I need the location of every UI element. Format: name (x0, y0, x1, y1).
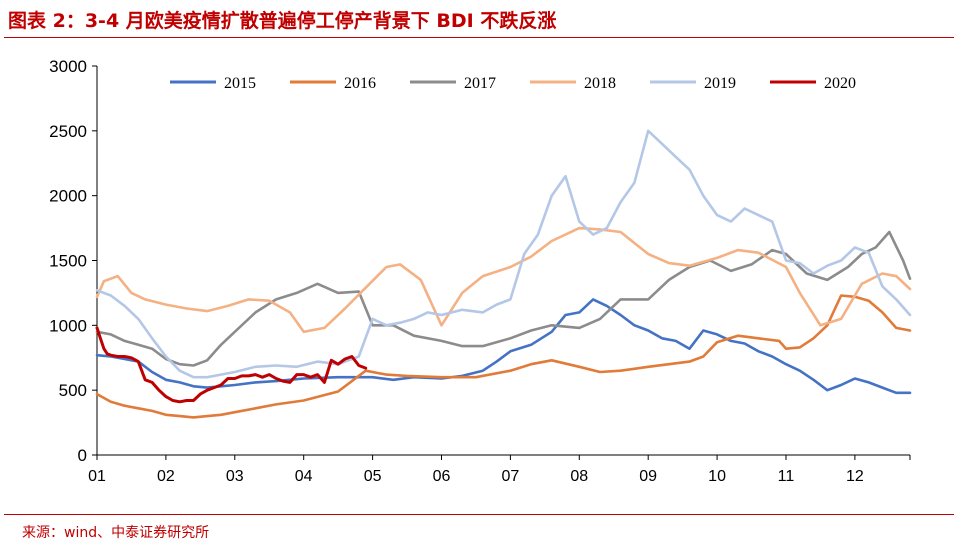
x-tick-label: 08 (570, 468, 588, 485)
series-line-2018 (95, 226, 912, 334)
x-tick-label: 10 (708, 468, 726, 485)
series-line-2016 (95, 294, 912, 419)
legend-label-2017: 2017 (464, 75, 496, 92)
series-line-2019 (95, 129, 912, 379)
footer-divider (4, 514, 954, 515)
legend-label-2019: 2019 (704, 75, 736, 92)
title-divider (4, 37, 954, 38)
series-line-2020 (95, 326, 368, 404)
legend-label-2020: 2020 (824, 75, 856, 92)
chart-axes: 0 500 1000 1500 2000 2500 3000 01 02 03 04 05 06 07 08… (49, 57, 911, 485)
legend-label-2016: 2016 (344, 75, 376, 92)
x-tick-label: 11 (778, 468, 795, 485)
series-layer (95, 129, 912, 419)
legend-label-2018: 2018 (584, 75, 616, 92)
x-tick-label: 02 (157, 468, 175, 485)
y-tick-label: 500 (59, 381, 87, 400)
y-tick-label: 1500 (49, 252, 87, 271)
y-tick-label: 3000 (49, 57, 87, 76)
x-tick-label: 03 (226, 468, 244, 485)
x-tick-label: 04 (295, 468, 313, 485)
chart-title: 图表 2：3-4 月欧美疫情扩散普遍停工停产背景下 BDI 不跌反涨 (8, 10, 557, 32)
y-tick-label: 0 (78, 446, 87, 465)
y-tick-label: 1000 (49, 316, 87, 335)
legend-label-2015: 2015 (224, 75, 256, 92)
x-tick-label: 09 (639, 468, 657, 485)
chart-legend: 2015 2016 2017 2018 2019 2020 (170, 75, 856, 92)
x-tick-label: 01 (88, 468, 106, 485)
x-tick-label: 06 (433, 468, 451, 485)
x-tick-label: 12 (846, 468, 864, 485)
source-note: 来源：wind、中泰证券研究所 (22, 525, 210, 541)
y-tick-label: 2500 (49, 122, 87, 141)
x-tick-label: 07 (501, 468, 519, 485)
y-tick-label: 2000 (49, 187, 87, 206)
x-tick-label: 05 (364, 468, 382, 485)
series-line-2017 (95, 230, 912, 367)
